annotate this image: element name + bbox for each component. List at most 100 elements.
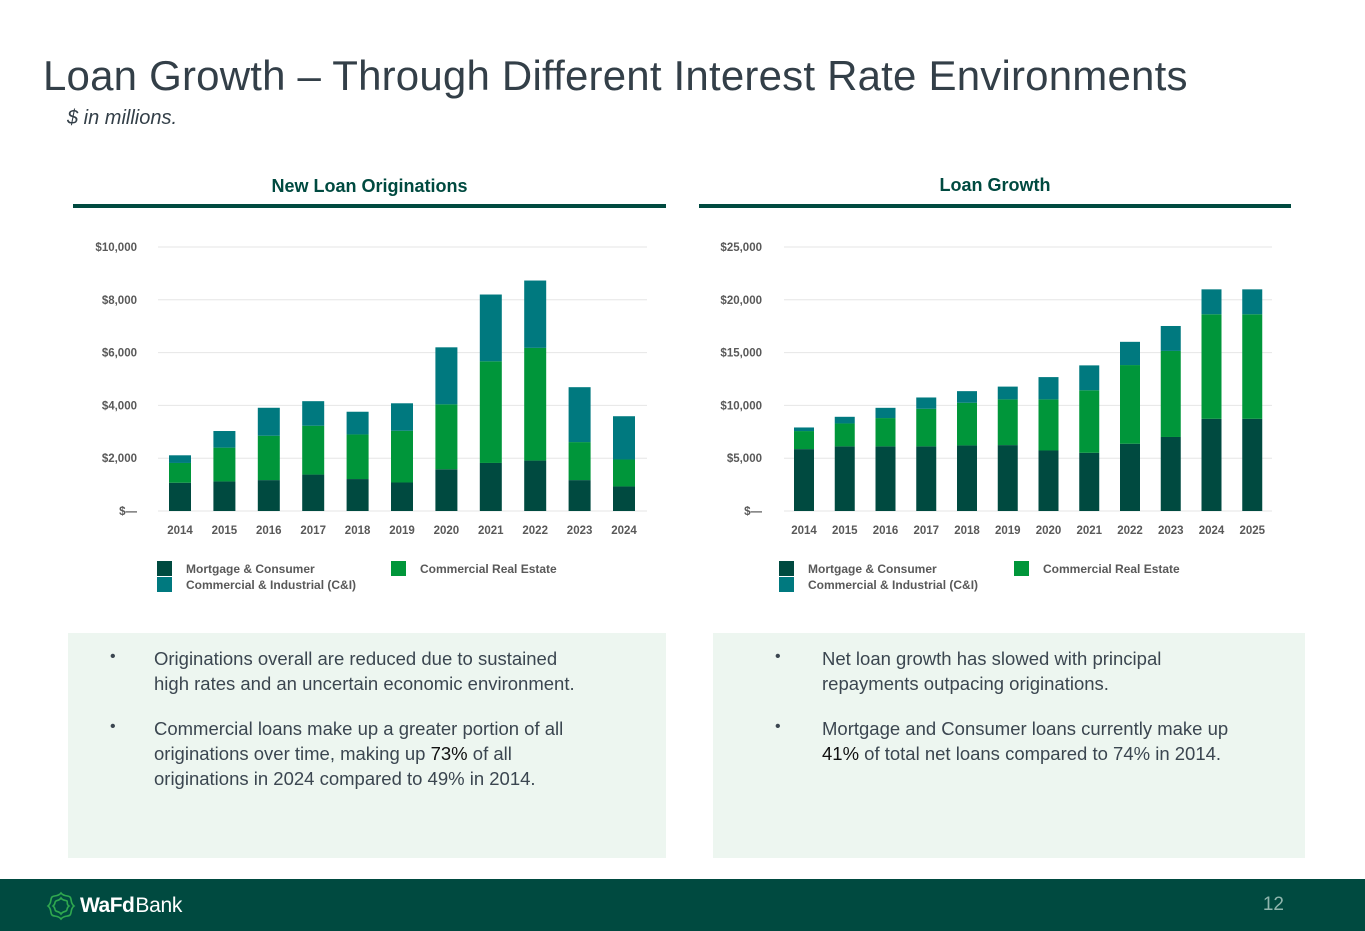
slide-title: Loan Growth – Through Different Interest… — [43, 52, 1188, 99]
note-text: Net loan growth has slowed with principa… — [822, 646, 1161, 696]
bar-segment-commercial-industrial-c-i-2025 — [1242, 289, 1263, 315]
bar-segment-commercial-real-estate-2017 — [302, 425, 325, 475]
bar-segment-commercial-real-estate-2023 — [1160, 350, 1181, 437]
x-tick-label: 2015 — [212, 525, 238, 537]
note-line: high rates and an uncertain economic env… — [154, 673, 575, 694]
right-note-2: Mortgage and Consumer loans currently ma… — [822, 716, 1292, 766]
legend-swatch-commercial-real-estate — [391, 561, 406, 576]
legend-label: Commercial & Industrial (C&I) — [186, 577, 357, 592]
bar-segment-mortgage-consumer-2017 — [302, 474, 325, 511]
right-notes-box: • Net loan growth has slowed with princi… — [713, 633, 1305, 858]
y-tick-label: $5,000 — [727, 453, 762, 465]
x-tick-label: 2024 — [1199, 525, 1225, 537]
bar-segment-mortgage-consumer-2021 — [1079, 452, 1100, 511]
note-line: Commercial loans make up a greater porti… — [154, 718, 564, 739]
bar-segment-commercial-industrial-c-i-2018 — [957, 391, 977, 403]
bullet-icon: • — [775, 718, 781, 735]
bar-segment-commercial-real-estate-2024 — [1201, 314, 1222, 419]
legend-item-mortgage-consumer: Mortgage & Consumer — [779, 561, 937, 576]
x-tick-label: 2018 — [345, 525, 371, 537]
bar-segment-mortgage-consumer-2022 — [524, 460, 547, 511]
x-tick-label: 2020 — [1036, 525, 1062, 537]
bar-segment-commercial-real-estate-2020 — [1038, 399, 1059, 451]
bar-segment-mortgage-consumer-2024 — [1201, 418, 1222, 511]
y-tick-label: $6,000 — [102, 348, 137, 360]
y-tick-label: $15,000 — [720, 348, 762, 360]
legend-item-commercial-real-estate: Commercial Real Estate — [391, 561, 557, 576]
bar-segment-mortgage-consumer-2015 — [834, 446, 855, 511]
bar-segment-commercial-real-estate-2022 — [524, 347, 547, 461]
bar-segment-mortgage-consumer-2020 — [435, 469, 458, 511]
legend-item-mortgage-consumer: Mortgage & Consumer — [157, 561, 315, 576]
right-heading-rule — [699, 204, 1291, 208]
x-tick-label: 2016 — [873, 525, 899, 537]
left-notes-box: • Originations overall are reduced due t… — [68, 633, 666, 858]
note-line: Net loan growth has slowed with principa… — [822, 648, 1162, 669]
note-line: repayments outpacing originations. — [822, 673, 1109, 694]
bar-segment-commercial-industrial-c-i-2022 — [524, 280, 547, 348]
note-line: Mortgage and Consumer loans currently ma… — [822, 718, 1229, 739]
legend-item-commercial-industrial: Commercial & Industrial (C&I) — [157, 577, 356, 592]
bar-segment-commercial-real-estate-2015 — [834, 423, 855, 447]
y-tick-label: $2,000 — [102, 453, 137, 465]
bar-segment-commercial-real-estate-2020 — [435, 404, 458, 470]
x-tick-label: 2021 — [478, 525, 504, 537]
bar-segment-commercial-real-estate-2022 — [1120, 365, 1140, 444]
legend-swatch-commercial-industrial — [157, 577, 172, 592]
bar-segment-commercial-industrial-c-i-2017 — [302, 401, 325, 426]
legend-label: Commercial Real Estate — [1043, 561, 1180, 576]
bar-segment-commercial-real-estate-2021 — [479, 361, 502, 463]
y-tick-label: $— — [744, 506, 762, 518]
bar-segment-commercial-industrial-c-i-2017 — [916, 397, 937, 409]
bar-segment-commercial-real-estate-2016 — [875, 418, 896, 447]
slide-subtitle: $ in millions. — [67, 107, 178, 129]
note-text: Commercial loans make up a greater porti… — [154, 716, 563, 791]
bar-segment-commercial-real-estate-2018 — [957, 402, 977, 446]
right-chart-heading: Loan Growth — [939, 175, 1051, 195]
x-tick-label: 2019 — [995, 525, 1021, 537]
note-text: Mortgage and Consumer loans currently ma… — [822, 716, 1228, 766]
x-tick-label: 2014 — [167, 525, 193, 537]
bar-segment-mortgage-consumer-2017 — [916, 446, 937, 511]
x-tick-label: 2021 — [1076, 525, 1102, 537]
x-tick-label: 2020 — [434, 525, 460, 537]
bar-segment-mortgage-consumer-2018 — [957, 445, 977, 511]
bullet-icon: • — [110, 718, 116, 735]
x-tick-label: 2018 — [954, 525, 980, 537]
x-tick-label: 2017 — [300, 525, 326, 537]
bar-segment-commercial-industrial-c-i-2023 — [568, 387, 591, 443]
legend-label: Mortgage & Consumer — [808, 561, 937, 576]
page-number: 12 — [1262, 894, 1284, 915]
note-line: originations in 2024 compared to 49% in … — [154, 768, 536, 789]
legend-label: Commercial Real Estate — [420, 561, 557, 576]
y-tick-label: $10,000 — [720, 400, 762, 412]
bar-segment-commercial-industrial-c-i-2019 — [997, 386, 1018, 400]
wafd-bank-logo: WaFd Bank — [46, 891, 182, 921]
wafd-star-icon — [46, 891, 76, 921]
bar-segment-mortgage-consumer-2020 — [1038, 450, 1059, 511]
x-tick-label: 2017 — [913, 525, 939, 537]
bar-segment-mortgage-consumer-2016 — [257, 480, 280, 511]
bar-segment-commercial-industrial-c-i-2015 — [834, 416, 855, 424]
legend-item-commercial-real-estate: Commercial Real Estate — [1014, 561, 1180, 576]
bar-segment-commercial-industrial-c-i-2023 — [1160, 325, 1181, 351]
bar-segment-mortgage-consumer-2018 — [346, 479, 369, 511]
bar-segment-commercial-real-estate-2019 — [391, 430, 413, 483]
bar-segment-commercial-real-estate-2024 — [613, 459, 635, 487]
bar-segment-commercial-industrial-c-i-2014 — [169, 455, 191, 463]
y-tick-label: $20,000 — [720, 295, 762, 307]
x-tick-label: 2016 — [256, 525, 282, 537]
footer-bar: WaFd Bank 12 — [0, 879, 1365, 931]
x-tick-label: 2024 — [611, 525, 637, 537]
x-tick-label: 2014 — [791, 525, 817, 537]
bar-segment-commercial-industrial-c-i-2024 — [613, 416, 635, 460]
bar-segment-commercial-real-estate-2019 — [997, 399, 1018, 446]
x-tick-label: 2015 — [832, 525, 858, 537]
bar-segment-commercial-real-estate-2017 — [916, 408, 937, 447]
bar-segment-commercial-real-estate-2014 — [169, 462, 191, 483]
note-text: Originations overall are reduced due to … — [154, 646, 575, 696]
x-tick-label: 2019 — [389, 525, 415, 537]
bar-segment-commercial-industrial-c-i-2020 — [435, 347, 458, 405]
bar-segment-commercial-industrial-c-i-2018 — [346, 411, 369, 435]
legend-swatch-mortgage-consumer — [779, 561, 794, 576]
